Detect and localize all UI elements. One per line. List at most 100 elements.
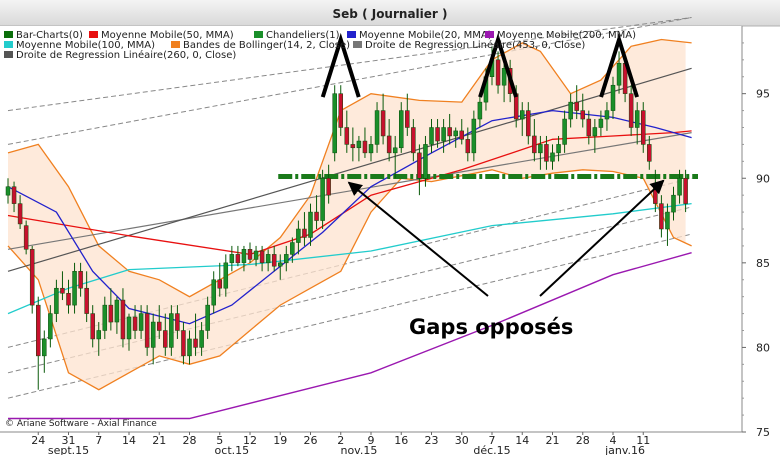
- candle-body-110: [671, 194, 676, 213]
- x-tick-label-15: 7: [489, 434, 496, 447]
- candle-body-77: [471, 118, 477, 154]
- candle-body-73: [447, 127, 452, 137]
- x-tick-label-20: 11: [636, 434, 650, 447]
- candle-54: [332, 85, 337, 162]
- candle-body-106: [647, 144, 652, 162]
- candle-body-27: [169, 313, 174, 348]
- x-tick-label-16: 14: [515, 434, 529, 447]
- candle-7: [48, 305, 53, 348]
- candle-body-66: [405, 110, 410, 128]
- candle-86: [526, 102, 531, 145]
- candle-48: [296, 220, 301, 255]
- candle-17: [108, 288, 114, 331]
- candle-body-51: [314, 211, 319, 221]
- candle-13: [84, 271, 89, 323]
- candle-69: [423, 135, 428, 187]
- candle-57: [350, 127, 356, 162]
- candle-body-61: [374, 110, 380, 145]
- candle-90: [550, 144, 555, 170]
- candle-body-2: [17, 203, 23, 225]
- candle-body-19: [120, 299, 126, 340]
- candle-body-40: [247, 249, 253, 260]
- candle-body-72: [441, 127, 446, 142]
- month-label-0: sept.15: [48, 444, 89, 455]
- regression-channel-line-2: [7, 177, 692, 348]
- candle-body-9: [60, 287, 65, 294]
- candle-2: [17, 195, 23, 229]
- candle-body-11: [72, 271, 77, 306]
- candle-10: [66, 279, 71, 314]
- candle-body-99: [604, 110, 610, 120]
- legend: Bar-Charts(0) Moyenne Mobile(50, MMA) Chan…: [4, 30, 636, 61]
- candle-43: [265, 249, 271, 272]
- candle-body-7: [48, 313, 53, 340]
- candle-body-78: [477, 101, 483, 120]
- candle-body-97: [592, 127, 598, 137]
- candle-95: [580, 93, 585, 128]
- candle-body-53: [326, 178, 331, 196]
- candle-body-0: [5, 186, 11, 196]
- candle-body-44: [271, 254, 277, 267]
- candle-30: [187, 330, 192, 365]
- candle-body-31: [193, 338, 198, 348]
- candle-23: [144, 305, 150, 356]
- regression-channel-line-1: [7, 17, 692, 145]
- candle-body-52: [320, 178, 325, 221]
- candle-body-98: [598, 118, 604, 128]
- candle-42: [259, 245, 265, 272]
- x-tick-label-3: 14: [122, 434, 136, 447]
- candle-body-88: [538, 144, 543, 154]
- candle-body-29: [181, 330, 186, 357]
- candle-110: [671, 186, 676, 221]
- candle-96: [586, 110, 592, 145]
- candle-27: [169, 305, 174, 356]
- candle-98: [598, 110, 604, 136]
- candle-body-38: [235, 254, 241, 264]
- candle-104: [634, 102, 640, 145]
- candle-body-76: [465, 139, 471, 154]
- candle-72: [441, 119, 446, 153]
- candle-100: [610, 76, 616, 120]
- x-tick-label-8: 19: [273, 434, 287, 447]
- candle-body-42: [259, 250, 265, 264]
- candle-55: [338, 85, 343, 136]
- candle-body-70: [429, 127, 434, 145]
- candle-71: [435, 119, 440, 148]
- candle-33: [205, 296, 210, 339]
- candle-body-3: [23, 225, 29, 250]
- candle-body-81: [495, 59, 501, 86]
- candle-45: [278, 254, 283, 280]
- x-tick-label-0: 24: [31, 434, 45, 447]
- candle-body-16: [102, 304, 108, 331]
- candle-14: [90, 305, 95, 348]
- candle-16: [102, 296, 108, 339]
- ma20-line: [7, 109, 692, 325]
- candlesticks: [5, 46, 688, 390]
- candle-body-34: [211, 279, 216, 306]
- legend-swatch-1-0: [4, 41, 13, 48]
- candle-67: [411, 119, 416, 162]
- candle-3: [23, 220, 29, 255]
- candle-body-86: [526, 110, 531, 137]
- candle-61: [374, 102, 380, 153]
- legend-swatch-0-1: [89, 31, 98, 38]
- candle-35: [217, 262, 222, 297]
- candle-body-62: [380, 110, 386, 137]
- candle-body-64: [392, 147, 398, 154]
- candle-91: [556, 135, 561, 162]
- candle-65: [399, 102, 404, 153]
- candle-body-105: [641, 110, 646, 145]
- candle-body-68: [417, 152, 422, 179]
- candle-18: [114, 296, 120, 334]
- candle-body-60: [368, 144, 374, 154]
- regression-channel-line-3: [7, 206, 692, 374]
- candle-12: [78, 262, 83, 297]
- candle-body-13: [84, 287, 89, 314]
- x-tick-label-6: 5: [216, 434, 223, 447]
- candle-body-1: [11, 186, 17, 204]
- gap-arrow-left: [347, 181, 489, 297]
- candle-58: [356, 135, 362, 162]
- candle-108: [659, 195, 664, 238]
- x-tick-label-10: 2: [337, 434, 344, 447]
